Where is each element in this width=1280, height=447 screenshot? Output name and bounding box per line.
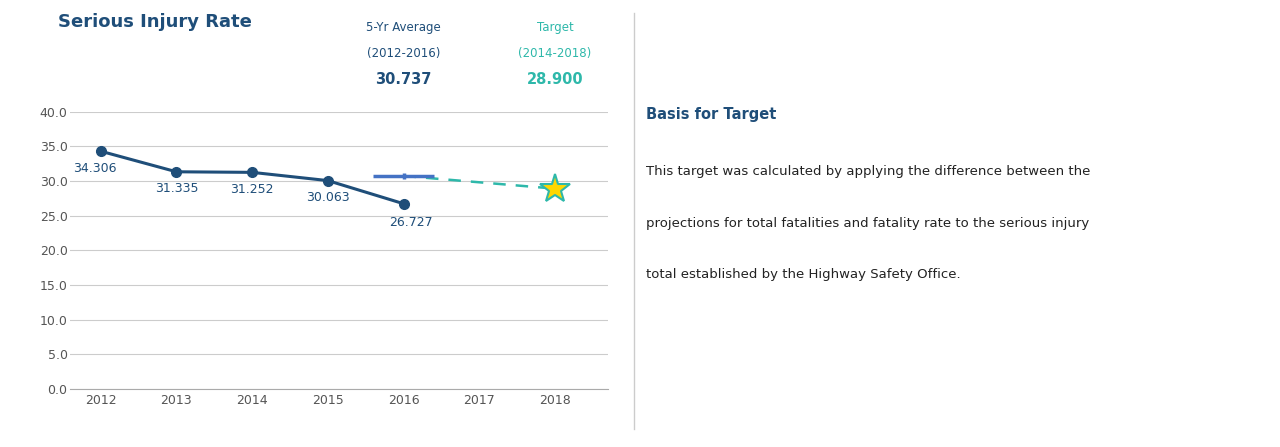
Text: 30.737: 30.737 (375, 72, 431, 87)
Text: (2014-2018): (2014-2018) (518, 47, 591, 60)
Text: Target: Target (536, 21, 573, 34)
Text: 26.727: 26.727 (389, 216, 433, 229)
Text: 30.063: 30.063 (306, 191, 349, 204)
Text: 31.335: 31.335 (155, 182, 198, 195)
Text: 28.900: 28.900 (526, 72, 584, 87)
Text: total established by the Highway Safety Office.: total established by the Highway Safety … (646, 268, 961, 281)
Text: Serious Injury Rate: Serious Injury Rate (58, 13, 251, 31)
Text: (2012-2016): (2012-2016) (367, 47, 440, 60)
Text: This target was calculated by applying the difference between the: This target was calculated by applying t… (646, 165, 1091, 178)
Text: Basis for Target: Basis for Target (646, 107, 777, 122)
Text: 34.306: 34.306 (73, 162, 116, 175)
Text: 31.252: 31.252 (230, 183, 274, 196)
Text: projections for total fatalities and fatality rate to the serious injury: projections for total fatalities and fat… (646, 217, 1089, 230)
Text: 5-Yr Average: 5-Yr Average (366, 21, 440, 34)
